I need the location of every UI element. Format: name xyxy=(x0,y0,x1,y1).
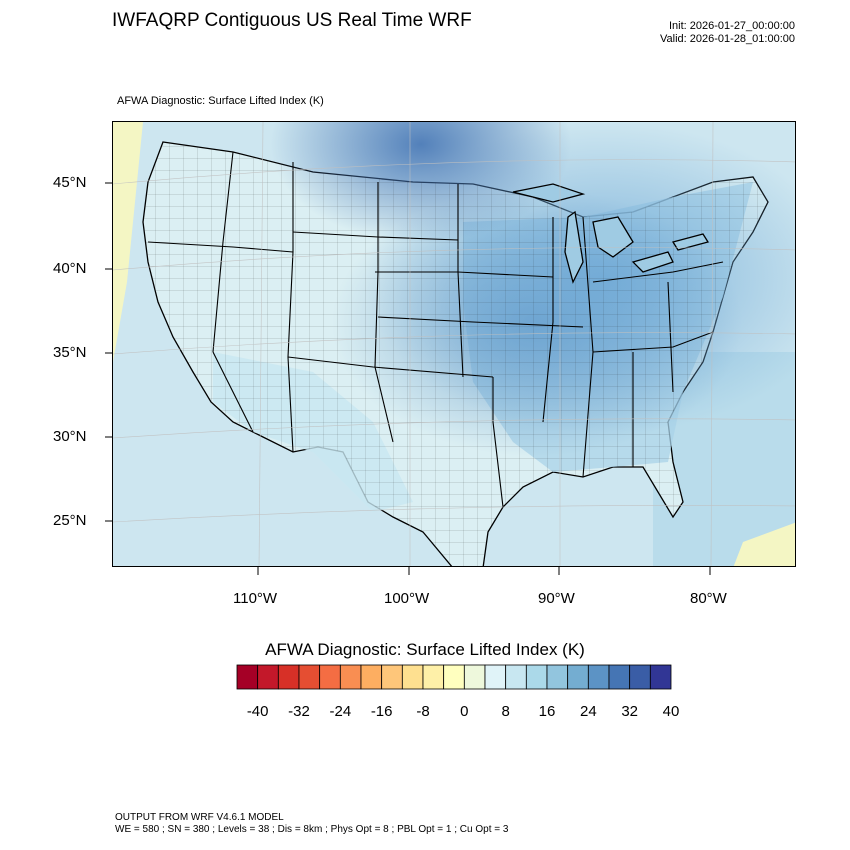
colorbar-tick-label: -40 xyxy=(246,703,269,720)
colorbar-tick-label: -32 xyxy=(288,703,310,720)
lat-label-35: 35°N xyxy=(53,344,87,361)
state-boundaries xyxy=(147,151,724,508)
colorbar-swatch xyxy=(567,664,589,690)
colorbar-swatch xyxy=(463,664,486,690)
colorbar-swatch xyxy=(277,664,300,690)
colorbar-swatch xyxy=(649,664,672,690)
colorbar-tick-label: -24 xyxy=(329,703,352,720)
colorbar-tick-label: -8 xyxy=(416,703,430,720)
colorbar-tick-label: 40 xyxy=(662,703,680,720)
colorbar-swatch xyxy=(298,664,321,690)
map-canvas xyxy=(113,122,795,566)
lat-label-40: 40°N xyxy=(53,260,87,277)
footer-config-line: WE = 580 ; SN = 380 ; Levels = 38 ; Dis … xyxy=(115,824,509,835)
colorbar-swatch xyxy=(401,664,424,690)
plot-subtitle: AFWA Diagnostic: Surface Lifted Index (K… xyxy=(117,95,324,107)
colorbar-tick-label: 8 xyxy=(501,703,510,720)
colorbar-tick-label: 24 xyxy=(579,703,597,720)
latitude-axis xyxy=(105,182,112,522)
colorbar-swatch xyxy=(484,664,507,690)
colorbar-tick-label: -16 xyxy=(370,703,393,720)
lon-label-80w: 80°W xyxy=(690,590,727,607)
colorbar-swatch xyxy=(422,664,445,690)
colorbar-swatch xyxy=(381,664,403,690)
colorbar-swatch xyxy=(319,664,341,690)
colorbar-swatch xyxy=(546,664,569,690)
longitude-axis xyxy=(257,567,711,575)
colorbar-swatch xyxy=(443,664,465,690)
colorbar-swatch xyxy=(236,664,259,690)
footer-model-line: OUTPUT FROM WRF V4.6.1 MODEL xyxy=(115,812,284,823)
colorbar-swatch xyxy=(608,664,631,690)
colorbar-swatch xyxy=(339,664,362,690)
lon-label-110w: 110°W xyxy=(233,590,278,607)
colorbar-swatch xyxy=(525,664,548,690)
lat-label-45: 45°N xyxy=(53,174,87,191)
lon-label-90w: 90°W xyxy=(538,590,575,607)
lat-label-30: 30°N xyxy=(53,428,87,445)
main-title: IWFAQRP Contiguous US Real Time WRF xyxy=(112,10,472,31)
colorbar-swatch xyxy=(587,664,610,690)
colorbar-swatch xyxy=(257,664,279,690)
colorbar-swatch xyxy=(629,664,651,690)
colorbar-swatch xyxy=(505,664,527,690)
valid-time: Valid: 2026-01-28_01:00:00 xyxy=(660,33,795,45)
colorbar-tick-label: 32 xyxy=(621,703,638,720)
great-lakes xyxy=(512,183,710,284)
colorbar-tick-label: 0 xyxy=(460,703,469,720)
lon-label-100w: 100°W xyxy=(384,590,430,607)
colorbar xyxy=(236,664,672,690)
lat-label-25: 25°N xyxy=(53,512,87,529)
init-time: Init: 2026-01-27_00:00:00 xyxy=(669,20,795,32)
graticule xyxy=(113,122,795,566)
colorbar-tick-label: 16 xyxy=(538,703,556,720)
map-frame xyxy=(112,121,796,567)
colorbar-swatch xyxy=(360,664,383,690)
colorbar-title: AFWA Diagnostic: Surface Lifted Index (K… xyxy=(265,640,585,659)
